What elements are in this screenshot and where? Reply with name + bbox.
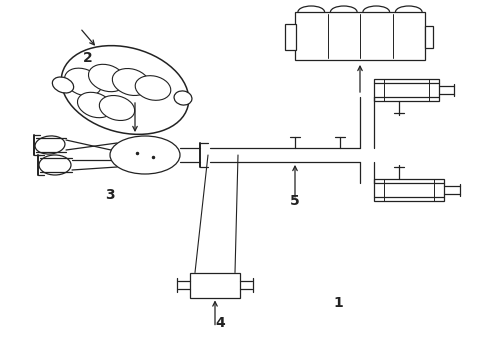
Bar (374, 179, 444, 201)
Text: 4: 4 (215, 316, 225, 330)
Ellipse shape (35, 136, 65, 154)
Text: 2: 2 (83, 51, 93, 65)
Ellipse shape (39, 155, 71, 175)
Ellipse shape (52, 77, 74, 93)
Ellipse shape (174, 91, 192, 105)
Ellipse shape (61, 46, 189, 134)
Bar (190, 273, 240, 297)
Ellipse shape (77, 92, 113, 118)
Text: 5: 5 (290, 194, 300, 208)
Ellipse shape (99, 95, 135, 121)
Bar (425, 26, 433, 48)
Text: 1: 1 (333, 296, 343, 310)
Ellipse shape (112, 68, 149, 95)
Text: 3: 3 (105, 188, 115, 202)
Ellipse shape (110, 136, 180, 174)
Bar (295, 12, 425, 60)
Ellipse shape (65, 68, 101, 96)
Ellipse shape (89, 64, 125, 92)
Bar (285, 24, 296, 50)
Ellipse shape (135, 76, 171, 100)
Bar (374, 79, 439, 101)
